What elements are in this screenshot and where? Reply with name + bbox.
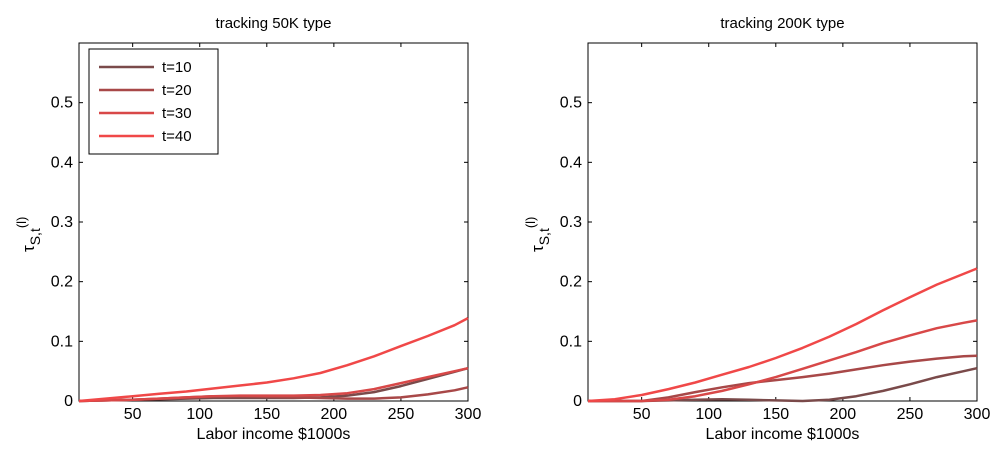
series-line-t-40 — [78, 316, 469, 403]
y-tick-label: 0 — [573, 393, 582, 410]
x-tick-label: 100 — [695, 406, 722, 423]
x-tick-label: 200 — [830, 406, 857, 423]
legend-label: t=30 — [162, 105, 192, 122]
chart-panel-2: 50 100 150 200 250 300 0 0.1 0.2 0.3 0.4 0.5 trackin… — [523, 15, 990, 443]
legend: t=10 t=20 t=30 t=40 — [88, 48, 219, 155]
series-line-t-30 — [588, 319, 978, 403]
x-tick-label: 150 — [253, 406, 280, 423]
y-tick-label: 0 — [64, 393, 73, 410]
y-tick-label: 0.1 — [560, 333, 582, 350]
x-tick-label: 300 — [964, 406, 991, 423]
y-tick-label: 0.5 — [560, 95, 582, 112]
legend-label: t=20 — [162, 82, 192, 99]
chart-panel-1: 50 100 150 200 250 300 0 0.1 0.2 0.3 0.4 0.5 trackin… — [14, 15, 481, 443]
x-axis-label: Labor income $1000s — [706, 426, 860, 443]
x-tick-label: 300 — [455, 406, 482, 423]
y-axis-label: τS,t(l) — [523, 217, 552, 252]
plot-area — [587, 42, 978, 402]
y-tick-label: 0.2 — [560, 274, 582, 291]
y-tick-label: 0.5 — [51, 95, 73, 112]
y-tick-label: 0.4 — [560, 154, 582, 171]
y-tick-label: 0.1 — [51, 333, 73, 350]
x-axis-label: Labor income $1000s — [197, 426, 351, 443]
y-tick-label: 0.3 — [51, 214, 73, 231]
legend-label: t=10 — [162, 59, 192, 76]
chart-title: tracking 50K type — [216, 15, 332, 32]
y-axis-label: τS,t(l) — [14, 217, 43, 252]
chart-title: tracking 200K type — [720, 15, 844, 32]
y-tick-label: 0.3 — [560, 214, 582, 231]
x-tick-label: 150 — [762, 406, 789, 423]
x-tick-label: 50 — [633, 406, 651, 423]
series-line-t-40 — [587, 267, 978, 403]
legend-box — [88, 48, 219, 155]
y-tick-label: 0.4 — [51, 154, 73, 171]
x-tick-label: 100 — [186, 406, 213, 423]
y-tick-label: 0.2 — [51, 274, 73, 291]
x-tick-label: 50 — [124, 406, 142, 423]
x-tick-label: 200 — [321, 406, 348, 423]
legend-label: t=40 — [162, 128, 192, 145]
x-tick-label: 250 — [897, 406, 924, 423]
x-tick-label: 250 — [388, 406, 415, 423]
series-line-t-30 — [78, 366, 469, 403]
